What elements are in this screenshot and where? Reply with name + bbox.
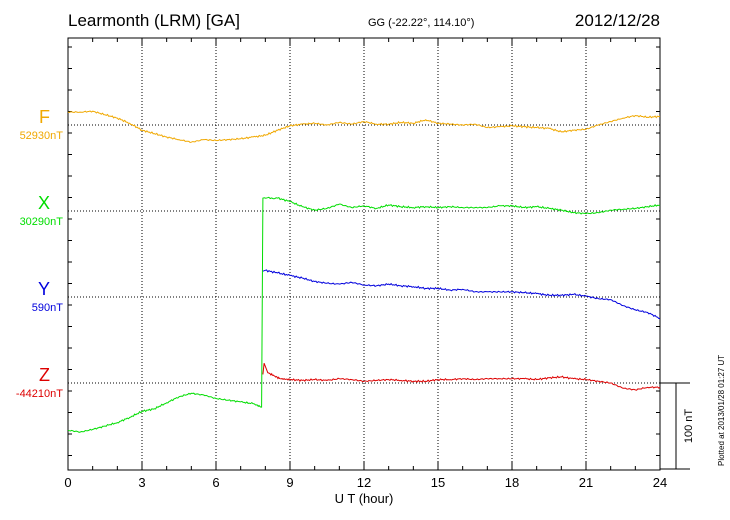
series-f-name: F (39, 107, 50, 127)
x-tick-label: 15 (431, 475, 445, 490)
series-y-baseline: 590nT (32, 302, 63, 314)
x-axis-label: U T (hour) (335, 491, 394, 506)
x-tick-label: 24 (653, 475, 667, 490)
x-tick-label: 12 (357, 475, 371, 490)
geographic-coordinates: GG (-22.22°, 114.10°) (368, 17, 475, 29)
x-tick-label: 3 (138, 475, 145, 490)
series-y-name: Y (38, 279, 50, 299)
x-tick-label: 21 (579, 475, 593, 490)
series-x-line (67, 196, 661, 433)
scale-bar-label: 100 nT (683, 409, 695, 444)
x-tick-label: 0 (64, 475, 71, 490)
series-z-baseline: -44210nT (16, 388, 63, 400)
series-f-baseline: 52930nT (20, 130, 64, 142)
x-tick-label: 18 (505, 475, 519, 490)
series-x-baseline: 30290nT (20, 216, 64, 228)
series-x-name: X (38, 193, 50, 213)
station-title: Learmonth (LRM) [GA] (68, 11, 240, 30)
series-y-line (262, 269, 660, 319)
series-z-line (262, 363, 661, 391)
series-f-line (67, 110, 661, 144)
x-tick-label: 6 (212, 475, 219, 490)
plot-date: 2012/12/28 (574, 11, 660, 30)
x-tick-label: 9 (286, 475, 293, 490)
series-z-name: Z (39, 365, 50, 385)
